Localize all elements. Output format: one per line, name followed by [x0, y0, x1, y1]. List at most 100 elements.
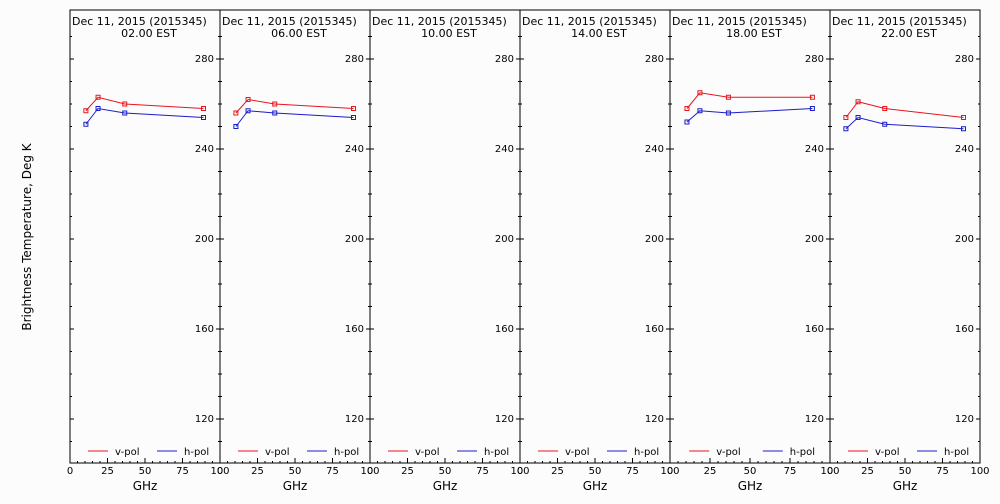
series-line-h-pol [85, 107, 204, 125]
panel-title-date: Dec 11, 2015 (2015345) [222, 15, 357, 28]
legend-label-v-pol: v-pol [565, 447, 590, 458]
y-axis-title: Brightness Temperature, Deg K [20, 142, 34, 330]
legend-label-v-pol: v-pol [716, 447, 741, 458]
data-point-h-pol [95, 106, 101, 111]
y-tick-label: 160 [495, 324, 514, 335]
x-tick-label: 100 [360, 466, 379, 477]
data-point-v-pol [245, 97, 251, 102]
data-point-v-pol [233, 110, 239, 116]
x-tick-label: 75 [326, 466, 339, 477]
data-point-h-pol [697, 108, 703, 114]
x-tick-label: 100 [660, 466, 679, 477]
data-point-v-pol [809, 94, 815, 100]
x-tick-label: 25 [101, 466, 114, 477]
data-point-v-pol [855, 99, 861, 105]
y-tick-label: 200 [345, 234, 364, 245]
y-tick-label: 120 [645, 414, 664, 425]
legend-label-v-pol: v-pol [875, 447, 900, 458]
panel-4: Dec 11, 2015 (2015345)14.00 EST 120 160 200… [517, 9, 680, 493]
panel-title-time: 10.00 EST [421, 27, 477, 40]
y-tick-label: 280 [955, 54, 974, 65]
panel-title-date: Dec 11, 2015 (2015345) [522, 15, 657, 28]
x-tick-label: 75 [476, 466, 489, 477]
series-line-h-pol [686, 108, 813, 123]
y-tick-label: 200 [645, 234, 664, 245]
panel-5: Dec 11, 2015 (2015345)18.00 EST 120 160 200… [667, 9, 840, 493]
panel-6: Dec 11, 2015 (2015345)22.00 EST 120 160 200… [827, 9, 990, 493]
data-point-v-pol [684, 106, 690, 111]
y-tick-label: 280 [495, 54, 514, 65]
panel-title-time: 18.00 EST [726, 27, 782, 40]
data-point-h-pol [351, 115, 356, 120]
y-tick-label: 120 [955, 414, 974, 425]
legend-label-v-pol: v-pol [415, 447, 440, 458]
x-tick-label: 75 [626, 466, 639, 477]
data-point-v-pol [882, 106, 888, 111]
y-tick-label: 240 [955, 144, 974, 155]
data-point-v-pol [725, 94, 731, 100]
data-point-v-pol [201, 106, 206, 111]
panel-title-date: Dec 11, 2015 (2015345) [372, 15, 507, 28]
series-line-h-pol [845, 116, 964, 130]
y-tick-label: 120 [495, 414, 514, 425]
y-tick-label: 160 [805, 324, 824, 335]
series-line-v-pol [235, 98, 354, 114]
x-tick-label: 25 [704, 466, 717, 477]
panel-title-time: 02.00 EST [121, 27, 177, 40]
panel-title-date: Dec 11, 2015 (2015345) [672, 15, 807, 28]
data-point-h-pol [725, 110, 731, 116]
panel-1: Dec 11, 2015 (2015345)02.00 EST 120 160 200… [67, 9, 230, 493]
x-tick-label: 25 [401, 466, 414, 477]
y-tick-label: 160 [345, 324, 364, 335]
y-tick-label: 280 [805, 54, 824, 65]
y-tick-label: 240 [645, 144, 664, 155]
data-point-h-pol [272, 110, 278, 116]
data-point-v-pol [272, 101, 278, 107]
data-point-h-pol [233, 124, 239, 129]
x-axis-title: GHz [283, 479, 308, 493]
x-tick-label: 75 [784, 466, 797, 477]
data-point-h-pol [882, 121, 888, 127]
data-point-v-pol [697, 90, 703, 96]
panel-title-time: 22.00 EST [881, 27, 937, 40]
panel-title-time: 06.00 EST [271, 27, 327, 40]
x-tick-label: 50 [589, 466, 602, 477]
y-tick-label: 280 [345, 54, 364, 65]
data-point-h-pol [201, 115, 206, 120]
y-tick-label: 200 [195, 234, 214, 245]
x-tick-label: 100 [510, 466, 529, 477]
x-tick-label: 100 [970, 466, 989, 477]
data-point-v-pol [83, 108, 89, 114]
legend-label-h-pol: h-pol [184, 447, 209, 458]
x-tick-label: 75 [936, 466, 949, 477]
x-tick-label: 0 [67, 466, 73, 477]
x-tick-label: 0 [217, 466, 223, 477]
legend-label-v-pol: v-pol [115, 447, 140, 458]
x-tick-label: 50 [289, 466, 302, 477]
panel-2: Dec 11, 2015 (2015345)06.00 EST 120 160 200… [217, 9, 380, 493]
data-point-h-pol [961, 126, 966, 132]
legend-label-h-pol: h-pol [790, 447, 815, 458]
y-tick-label: 160 [645, 324, 664, 335]
series-line-v-pol [85, 96, 204, 112]
x-axis-title: GHz [738, 479, 763, 493]
y-tick-label: 120 [345, 414, 364, 425]
x-tick-label: 50 [899, 466, 912, 477]
series-line-v-pol [686, 92, 813, 109]
legend-label-h-pol: h-pol [944, 447, 969, 458]
y-tick-label: 120 [805, 414, 824, 425]
x-tick-label: 25 [251, 466, 264, 477]
legend-label-h-pol: h-pol [334, 447, 359, 458]
x-axis-title: GHz [133, 479, 158, 493]
data-point-v-pol [95, 94, 101, 100]
x-tick-label: 100 [820, 466, 839, 477]
x-tick-label: 50 [744, 466, 757, 477]
data-point-h-pol [809, 106, 815, 111]
legend-label-h-pol: h-pol [484, 447, 509, 458]
y-tick-label: 280 [645, 54, 664, 65]
data-point-v-pol [122, 101, 128, 107]
y-tick-label: 160 [195, 324, 214, 335]
x-tick-label: 0 [517, 466, 523, 477]
